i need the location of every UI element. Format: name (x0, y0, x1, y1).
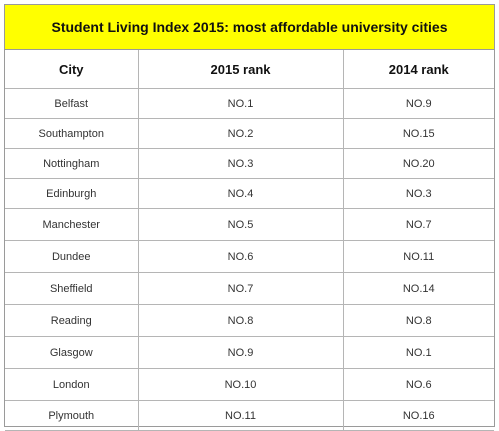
cell-city: Manchester (5, 208, 139, 241)
table-row: Glasgow NO.9 NO.1 (5, 336, 494, 369)
cell-2015-rank: NO.4 (137, 178, 344, 209)
cell-2014-rank: NO.8 (342, 304, 494, 337)
table-row: Edinburgh NO.4 NO.3 (5, 178, 494, 209)
cell-city: Plymouth (5, 400, 139, 431)
table-row: London NO.10 NO.6 (5, 368, 494, 401)
cell-city: Reading (5, 304, 139, 337)
cell-2014-rank: NO.11 (342, 240, 494, 273)
header-2014-rank: 2014 rank (342, 50, 494, 89)
table-row: Belfast NO.1 NO.9 (5, 88, 494, 119)
cell-2015-rank: NO.11 (137, 400, 344, 431)
cell-city: Belfast (5, 88, 139, 119)
cell-city: Southampton (5, 118, 139, 149)
cell-2015-rank: NO.3 (137, 148, 344, 179)
table-row: Southampton NO.2 NO.15 (5, 118, 494, 149)
cell-2015-rank: NO.7 (137, 272, 344, 305)
cell-2014-rank: NO.20 (342, 148, 494, 179)
table-title: Student Living Index 2015: most affordab… (5, 5, 494, 50)
table-row: Plymouth NO.11 NO.16 (5, 400, 494, 431)
ranking-table-container: Student Living Index 2015: most affordab… (4, 4, 495, 431)
ranking-table: City 2015 rank 2014 rank Belfast NO.1 NO.9… (5, 50, 494, 431)
table-body: Belfast NO.1 NO.9 Southampton NO.2 NO.15 Notti… (5, 88, 494, 431)
cell-city: Sheffield (5, 272, 139, 305)
cell-2015-rank: NO.5 (137, 208, 344, 241)
table-row: Manchester NO.5 NO.7 (5, 208, 494, 241)
cell-2014-rank: NO.6 (342, 368, 494, 401)
cell-2015-rank: NO.10 (137, 368, 344, 401)
header-row: City 2015 rank 2014 rank (5, 50, 494, 89)
header-city: City (5, 50, 139, 89)
cell-city: London (5, 368, 139, 401)
cell-2014-rank: NO.7 (342, 208, 494, 241)
cell-2015-rank: NO.1 (137, 88, 344, 119)
cell-2014-rank: NO.9 (342, 88, 494, 119)
cell-2014-rank: NO.14 (342, 272, 494, 305)
cell-2015-rank: NO.2 (137, 118, 344, 149)
cell-city: Nottingham (5, 148, 139, 179)
table-row: Sheffield NO.7 NO.14 (5, 272, 494, 305)
cell-2014-rank: NO.1 (342, 336, 494, 369)
cell-2015-rank: NO.8 (137, 304, 344, 337)
cell-city: Edinburgh (5, 178, 139, 209)
cell-2014-rank: NO.15 (342, 118, 494, 149)
cell-2015-rank: NO.6 (137, 240, 344, 273)
table-row: Reading NO.8 NO.8 (5, 304, 494, 337)
cell-2015-rank: NO.9 (137, 336, 344, 369)
cell-city: Glasgow (5, 336, 139, 369)
header-2015-rank: 2015 rank (137, 50, 344, 89)
table-row: Nottingham NO.3 NO.20 (5, 148, 494, 179)
cell-2014-rank: NO.3 (342, 178, 494, 209)
cell-2014-rank: NO.16 (342, 400, 494, 431)
cell-city: Dundee (5, 240, 139, 273)
table-row: Dundee NO.6 NO.11 (5, 240, 494, 273)
